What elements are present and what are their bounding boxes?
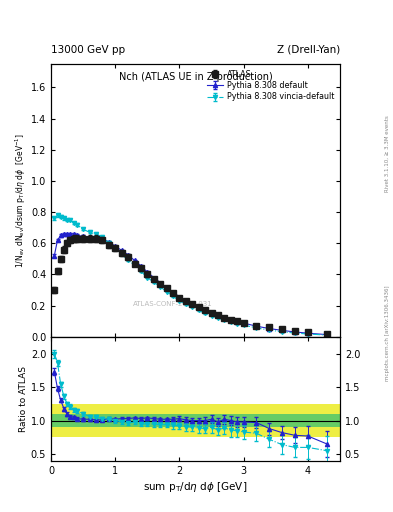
Bar xyxy=(112,404,144,437)
Bar xyxy=(80,414,112,428)
Bar xyxy=(144,414,176,428)
Bar xyxy=(176,404,208,437)
Bar xyxy=(241,414,276,428)
Text: Rivet 3.1.10, ≥ 3.3M events: Rivet 3.1.10, ≥ 3.3M events xyxy=(385,115,389,192)
Text: Nch (ATLAS UE in Z production): Nch (ATLAS UE in Z production) xyxy=(119,72,272,82)
Bar xyxy=(276,414,301,428)
Text: mcplots.cern.ch [arXiv:1306.3436]: mcplots.cern.ch [arXiv:1306.3436] xyxy=(385,285,389,380)
Text: ATLAS-CONF-2015-031: ATLAS-CONF-2015-031 xyxy=(132,301,212,307)
X-axis label: sum p$_{\rm T}$/d$\eta$ d$\phi$ [GeV]: sum p$_{\rm T}$/d$\eta$ d$\phi$ [GeV] xyxy=(143,480,248,494)
Bar xyxy=(208,414,241,428)
Text: 13000 GeV pp: 13000 GeV pp xyxy=(51,45,125,55)
Text: Z (Drell-Yan): Z (Drell-Yan) xyxy=(277,45,340,55)
Bar xyxy=(144,404,176,437)
Bar xyxy=(301,404,340,437)
Bar xyxy=(176,414,208,428)
Legend: ATLAS, Pythia 8.308 default, Pythia 8.308 vincia-default: ATLAS, Pythia 8.308 default, Pythia 8.30… xyxy=(205,68,336,103)
Bar xyxy=(208,404,241,437)
Y-axis label: Ratio to ATLAS: Ratio to ATLAS xyxy=(19,366,28,432)
Y-axis label: 1/N$_{\rm ev}$ dN$_{\rm ev}$/dsum p$_{\rm T}$/d$\eta$ d$\phi$  [GeV$^{-1}$]: 1/N$_{\rm ev}$ dN$_{\rm ev}$/dsum p$_{\r… xyxy=(14,133,28,268)
Bar xyxy=(112,414,144,428)
Bar xyxy=(276,404,301,437)
Bar xyxy=(51,404,80,437)
Bar xyxy=(301,414,340,428)
Bar xyxy=(80,404,112,437)
Bar xyxy=(241,404,276,437)
Bar xyxy=(51,414,80,428)
